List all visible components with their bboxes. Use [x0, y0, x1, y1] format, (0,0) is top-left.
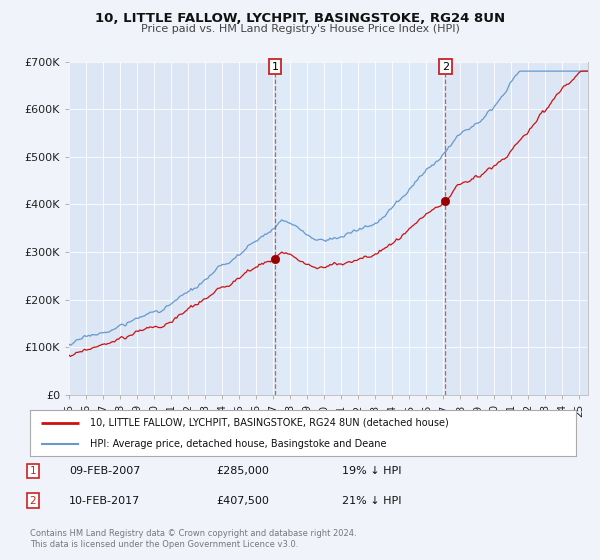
Text: 10, LITTLE FALLOW, LYCHPIT, BASINGSTOKE, RG24 8UN: 10, LITTLE FALLOW, LYCHPIT, BASINGSTOKE,… [95, 12, 505, 25]
Text: 21% ↓ HPI: 21% ↓ HPI [342, 496, 401, 506]
Text: 1: 1 [29, 466, 37, 476]
Text: Contains HM Land Registry data © Crown copyright and database right 2024.
This d: Contains HM Land Registry data © Crown c… [30, 529, 356, 549]
Text: 2: 2 [29, 496, 37, 506]
Text: Price paid vs. HM Land Registry's House Price Index (HPI): Price paid vs. HM Land Registry's House … [140, 24, 460, 34]
Text: 1: 1 [272, 62, 278, 72]
Text: 10-FEB-2017: 10-FEB-2017 [69, 496, 140, 506]
Bar [275, 62, 445, 395]
Text: 10, LITTLE FALLOW, LYCHPIT, BASINGSTOKE, RG24 8UN (detached house): 10, LITTLE FALLOW, LYCHPIT, BASINGSTOKE,… [90, 418, 449, 428]
Text: 19% ↓ HPI: 19% ↓ HPI [342, 466, 401, 476]
Text: £285,000: £285,000 [216, 466, 269, 476]
Text: £407,500: £407,500 [216, 496, 269, 506]
Text: 2: 2 [442, 62, 449, 72]
Text: 09-FEB-2007: 09-FEB-2007 [69, 466, 140, 476]
Text: HPI: Average price, detached house, Basingstoke and Deane: HPI: Average price, detached house, Basi… [90, 439, 386, 449]
